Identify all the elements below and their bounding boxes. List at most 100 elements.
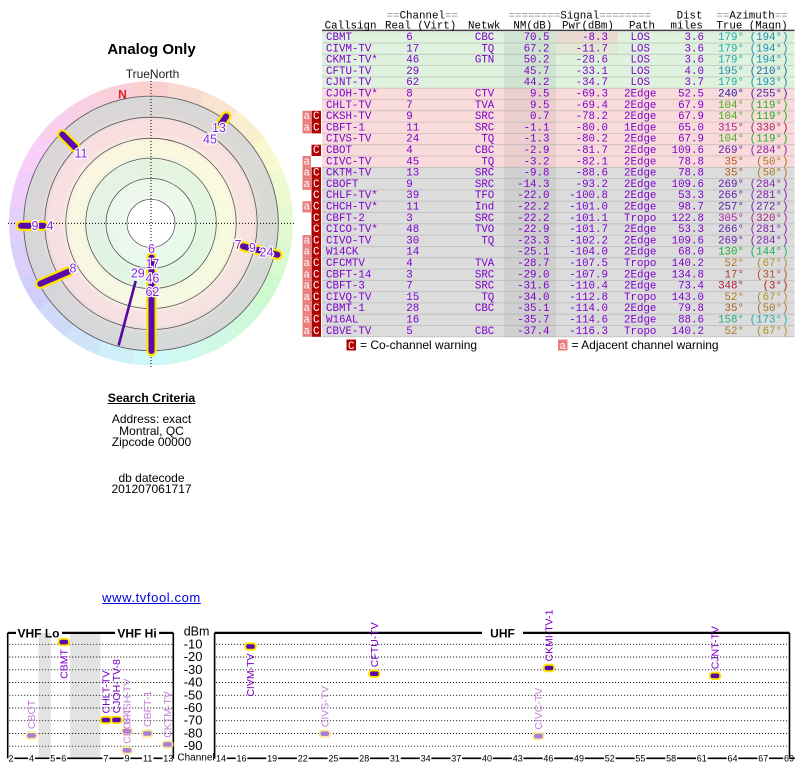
svg-text:CBFT-2: CBFT-2 bbox=[326, 213, 365, 225]
svg-text:-78.2: -78.2 bbox=[576, 111, 608, 123]
svg-text:CBFT-1: CBFT-1 bbox=[326, 122, 365, 134]
svg-text:28: 28 bbox=[359, 754, 369, 764]
svg-text:7: 7 bbox=[406, 281, 412, 293]
svg-text:Pwr(dBm): Pwr(dBm) bbox=[562, 21, 614, 33]
svg-text:a: a bbox=[303, 292, 310, 304]
svg-text:68.0: 68.0 bbox=[678, 247, 704, 259]
svg-text:2Edge: 2Edge bbox=[624, 111, 656, 123]
svg-text:CJNT-TV: CJNT-TV bbox=[710, 626, 722, 669]
svg-text:(210°): (210°) bbox=[750, 66, 789, 78]
svg-text:4: 4 bbox=[406, 258, 412, 270]
svg-text:SRC: SRC bbox=[475, 179, 495, 191]
svg-text:-80.0: -80.0 bbox=[576, 122, 608, 134]
svg-text:29: 29 bbox=[131, 267, 145, 281]
svg-text:45.7: 45.7 bbox=[524, 66, 550, 78]
svg-text:-110.4: -110.4 bbox=[569, 281, 608, 293]
svg-text:a: a bbox=[559, 341, 566, 353]
svg-text:a: a bbox=[303, 315, 310, 327]
svg-text:-25.1: -25.1 bbox=[517, 247, 549, 259]
svg-text:W16AL: W16AL bbox=[326, 315, 358, 327]
svg-text:TVA: TVA bbox=[475, 100, 495, 112]
svg-text:(320°): (320°) bbox=[750, 213, 789, 225]
svg-text:2Edge: 2Edge bbox=[624, 156, 656, 168]
svg-text:-114.6: -114.6 bbox=[569, 315, 608, 327]
svg-text:Netwk: Netwk bbox=[468, 21, 500, 33]
svg-text:(50°): (50°) bbox=[756, 168, 788, 180]
svg-text:-11.7: -11.7 bbox=[576, 43, 608, 55]
svg-text:C: C bbox=[313, 179, 320, 191]
svg-text:CBOFT: CBOFT bbox=[326, 179, 359, 191]
svg-text:CKMI-TV-1: CKMI-TV-1 bbox=[544, 610, 556, 662]
svg-text:CFCMTV: CFCMTV bbox=[326, 258, 365, 270]
svg-text:-10: -10 bbox=[184, 636, 203, 651]
svg-text:LOS: LOS bbox=[631, 43, 650, 55]
svg-text:CJNT-TV: CJNT-TV bbox=[326, 77, 372, 89]
svg-text:CBC: CBC bbox=[475, 326, 495, 338]
svg-text:31: 31 bbox=[390, 754, 400, 764]
svg-text:13: 13 bbox=[406, 168, 419, 180]
svg-text:CBC: CBC bbox=[475, 145, 495, 157]
svg-text:SRC: SRC bbox=[475, 111, 495, 123]
svg-text:67.9: 67.9 bbox=[678, 100, 704, 112]
svg-text:11: 11 bbox=[75, 147, 88, 161]
svg-text:3: 3 bbox=[406, 213, 412, 225]
svg-text:= Co-channel warning: = Co-channel warning bbox=[360, 338, 477, 352]
svg-text:CFTU-TV: CFTU-TV bbox=[369, 622, 381, 667]
svg-text:5: 5 bbox=[406, 326, 412, 338]
svg-text:C: C bbox=[313, 168, 320, 180]
svg-text:67: 67 bbox=[758, 754, 768, 764]
svg-text:C: C bbox=[313, 292, 320, 304]
svg-text:-60: -60 bbox=[184, 700, 203, 715]
svg-text:0.7: 0.7 bbox=[530, 111, 549, 123]
svg-text:67.2: 67.2 bbox=[524, 43, 550, 55]
svg-text:Real (Virt): Real (Virt) bbox=[385, 21, 456, 33]
svg-text:C: C bbox=[313, 213, 320, 225]
svg-text:3: 3 bbox=[406, 269, 412, 281]
svg-text:-88.6: -88.6 bbox=[576, 168, 608, 180]
svg-text:CIVM-TV: CIVM-TV bbox=[326, 43, 372, 55]
svg-text:16: 16 bbox=[236, 754, 246, 764]
svg-text:2Edge: 2Edge bbox=[624, 145, 656, 157]
svg-text:14: 14 bbox=[216, 754, 226, 764]
svg-text:-81.7: -81.7 bbox=[576, 145, 608, 157]
svg-text:(194°): (194°) bbox=[750, 55, 789, 67]
svg-text:a: a bbox=[303, 269, 310, 281]
svg-text:3.6: 3.6 bbox=[685, 55, 704, 67]
svg-text:35°: 35° bbox=[725, 156, 744, 168]
svg-text:140.2: 140.2 bbox=[672, 258, 704, 270]
svg-text:34: 34 bbox=[421, 754, 431, 764]
svg-text:35°: 35° bbox=[725, 303, 744, 315]
svg-text:348°: 348° bbox=[718, 281, 744, 293]
svg-text:CHLF-TV*: CHLF-TV* bbox=[326, 190, 378, 202]
svg-text:SRC: SRC bbox=[475, 269, 495, 281]
svg-text:-116.3: -116.3 bbox=[569, 326, 608, 338]
svg-text:2Edge: 2Edge bbox=[624, 235, 656, 247]
svg-text:-31.6: -31.6 bbox=[517, 281, 549, 293]
svg-text:CBC: CBC bbox=[475, 32, 495, 44]
svg-text:16: 16 bbox=[406, 315, 419, 327]
svg-text:67.9: 67.9 bbox=[678, 111, 704, 123]
svg-text:266°: 266° bbox=[718, 190, 744, 202]
svg-text:43: 43 bbox=[513, 754, 523, 764]
svg-text:-22.9: -22.9 bbox=[517, 224, 549, 236]
svg-text:(193°): (193°) bbox=[750, 77, 789, 89]
svg-text:Path: Path bbox=[629, 21, 655, 33]
svg-text:N: N bbox=[118, 88, 127, 102]
svg-text:4: 4 bbox=[406, 145, 412, 157]
svg-text:CKSH-TV: CKSH-TV bbox=[326, 111, 372, 123]
svg-text:8: 8 bbox=[406, 89, 412, 101]
svg-text:-28.7: -28.7 bbox=[517, 258, 549, 270]
svg-text:61: 61 bbox=[697, 754, 707, 764]
svg-text:C: C bbox=[348, 341, 355, 353]
svg-text:9.5: 9.5 bbox=[530, 89, 549, 101]
svg-text:CIVS-TV: CIVS-TV bbox=[326, 134, 372, 146]
svg-text:257°: 257° bbox=[718, 202, 744, 214]
svg-text:CIVS-TV: CIVS-TV bbox=[319, 686, 331, 727]
svg-text:3.6: 3.6 bbox=[685, 43, 704, 55]
svg-text:4: 4 bbox=[47, 219, 54, 233]
svg-text:CBFT-3: CBFT-3 bbox=[326, 281, 365, 293]
svg-text:CJOH-TV*: CJOH-TV* bbox=[326, 89, 378, 101]
svg-text:Tropo: Tropo bbox=[624, 292, 656, 304]
svg-text:a: a bbox=[303, 168, 310, 180]
svg-text:C: C bbox=[313, 202, 320, 214]
